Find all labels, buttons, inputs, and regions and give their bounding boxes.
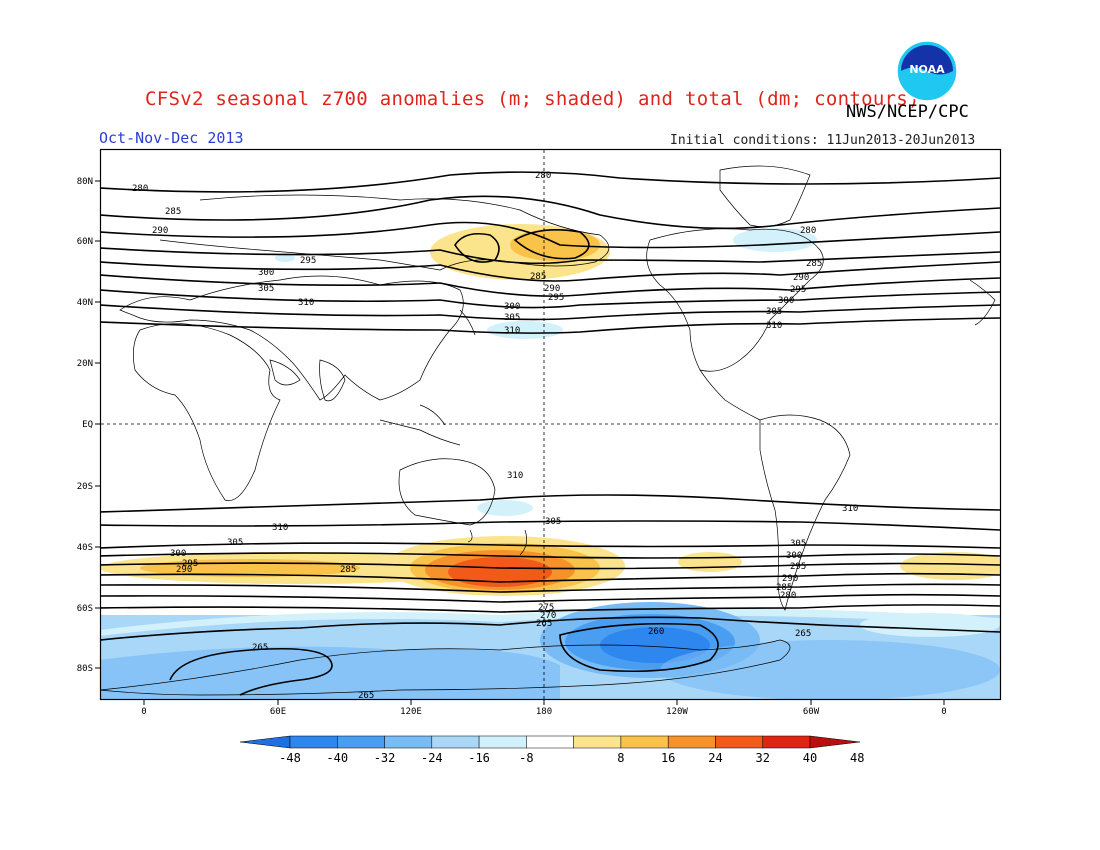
contour-label: 285: [776, 583, 792, 593]
contour-label: 275: [538, 603, 554, 613]
contour-label: 305: [766, 307, 782, 317]
contour-label: 295: [790, 285, 806, 295]
colorbar-tick-label: -24: [421, 751, 443, 765]
colorbar-tick-label: 32: [756, 751, 770, 765]
colorbar-tick-label: -8: [519, 751, 533, 765]
contour-label: 300: [778, 296, 794, 306]
colorbar-max-arrow: [809, 735, 861, 749]
contour-label: 290: [793, 273, 809, 283]
lon-label: 60W: [803, 707, 820, 717]
contour-label: 310: [298, 298, 314, 308]
contour-label: 280: [780, 591, 796, 601]
height-contours: [101, 171, 1000, 696]
colorbar-min-arrow: [239, 735, 291, 749]
contour-label: 305: [258, 284, 274, 294]
lat-label: 40N: [77, 298, 93, 308]
contour-label: 305: [504, 313, 520, 323]
contour-label: 290: [176, 565, 192, 575]
contour-label: 280: [800, 226, 816, 236]
contour-label: 280: [132, 184, 148, 194]
colorbar-tick-label: 40: [803, 751, 817, 765]
lat-label: 20N: [77, 359, 93, 369]
initial-conditions-label: Initial conditions: 11Jun2013-20Jun2013: [670, 133, 976, 148]
contour-label: 305: [790, 539, 806, 549]
contour-label: 295: [300, 256, 316, 266]
contour-label: 305: [227, 538, 243, 548]
contour-label: 265: [795, 629, 811, 639]
contour-label: 285: [340, 565, 356, 575]
contour-label: 290: [152, 226, 168, 236]
contour-label: 265: [358, 691, 374, 701]
lat-labels: 80N 60N 40N 20N EQ 20S 40S 60S 80S: [77, 177, 93, 674]
lat-label: 80N: [77, 177, 93, 187]
contour-label: 310: [842, 504, 858, 514]
contour-label: 260: [648, 627, 664, 637]
lon-label: 180: [536, 707, 552, 717]
lat-ticks: [95, 180, 101, 669]
colorbar-swatch: [715, 735, 763, 749]
logo-text: NOAA: [909, 63, 945, 76]
colorbar-swatch: [431, 735, 480, 749]
lon-label: 120W: [666, 707, 688, 717]
lon-ticks: [143, 700, 945, 705]
colorbar-tick-label: 16: [661, 751, 675, 765]
chart-title: CFSv2 seasonal z700 anomalies (m; shaded…: [145, 88, 920, 110]
lat-label: 60S: [77, 604, 93, 614]
anomaly-shading: [101, 224, 1000, 699]
colorbar-swatch: [478, 735, 527, 749]
lat-label: 80S: [77, 664, 93, 674]
colorbar-swatch: [384, 735, 433, 749]
contour-label: 310: [507, 471, 523, 481]
lat-label: 40S: [77, 543, 93, 553]
reference-lines: [101, 150, 1000, 699]
contour-label: 295: [790, 562, 806, 572]
contour-label: 290: [782, 574, 798, 584]
contour-label: 300: [170, 549, 186, 559]
lon-label: 0: [141, 707, 146, 717]
season-label: Oct-Nov-Dec 2013: [99, 129, 244, 147]
lon-label: 0: [941, 707, 946, 717]
colorbar-tick-label: -48: [279, 751, 301, 765]
lon-label: 120E: [400, 707, 422, 717]
contour-label: 265: [252, 643, 268, 653]
lat-label: EQ: [82, 420, 93, 430]
contour-label: 285: [806, 259, 822, 269]
contour-label: 300: [504, 302, 520, 312]
colorbar-swatch: [573, 735, 622, 749]
colorbar-swatch: [289, 735, 338, 749]
contour-label: 305: [545, 517, 561, 527]
colorbar-tick-label: -32: [374, 751, 396, 765]
contour-label: 300: [258, 268, 274, 278]
lon-label: 60E: [270, 707, 286, 717]
colorbar-swatch: [667, 735, 716, 749]
colorbar-swatch: [526, 735, 574, 749]
noaa-logo: NOAA: [896, 40, 958, 102]
lat-label: 20S: [77, 482, 93, 492]
colorbar-tick-label: -40: [326, 751, 348, 765]
colorbar-tick-label: 24: [708, 751, 722, 765]
lat-label: 60N: [77, 237, 93, 247]
contour-label: 295: [548, 293, 564, 303]
colorbar-swatch: [620, 735, 669, 749]
lon-labels: 0 60E 120E 180 120W 60W 0: [141, 707, 946, 717]
colorbar-tick-label: 8: [617, 751, 624, 765]
contour-label: 295: [182, 559, 198, 569]
continent-outlines: [101, 165, 996, 696]
colorbar-tick-label: -16: [468, 751, 490, 765]
colorbar-swatch: [762, 735, 811, 749]
colorbar-swatch: [337, 735, 385, 749]
contour-label: 285: [165, 207, 181, 217]
colorbar-tick-label: 48: [850, 751, 864, 765]
contour-label: 310: [272, 523, 288, 533]
colorbar: -48 -40 -32 -24 -16 -8 8 16 24 32 40 48: [239, 735, 864, 765]
contour-label: 310: [504, 326, 520, 336]
contour-label: 280: [535, 171, 551, 181]
contour-label: 310: [766, 321, 782, 331]
contour-label: 285: [530, 272, 546, 282]
contour-label: 300: [786, 551, 802, 561]
contour-label: 270: [540, 611, 556, 621]
agency-label: NWS/NCEP/CPC: [846, 102, 969, 122]
contour-label: 290: [544, 284, 560, 294]
